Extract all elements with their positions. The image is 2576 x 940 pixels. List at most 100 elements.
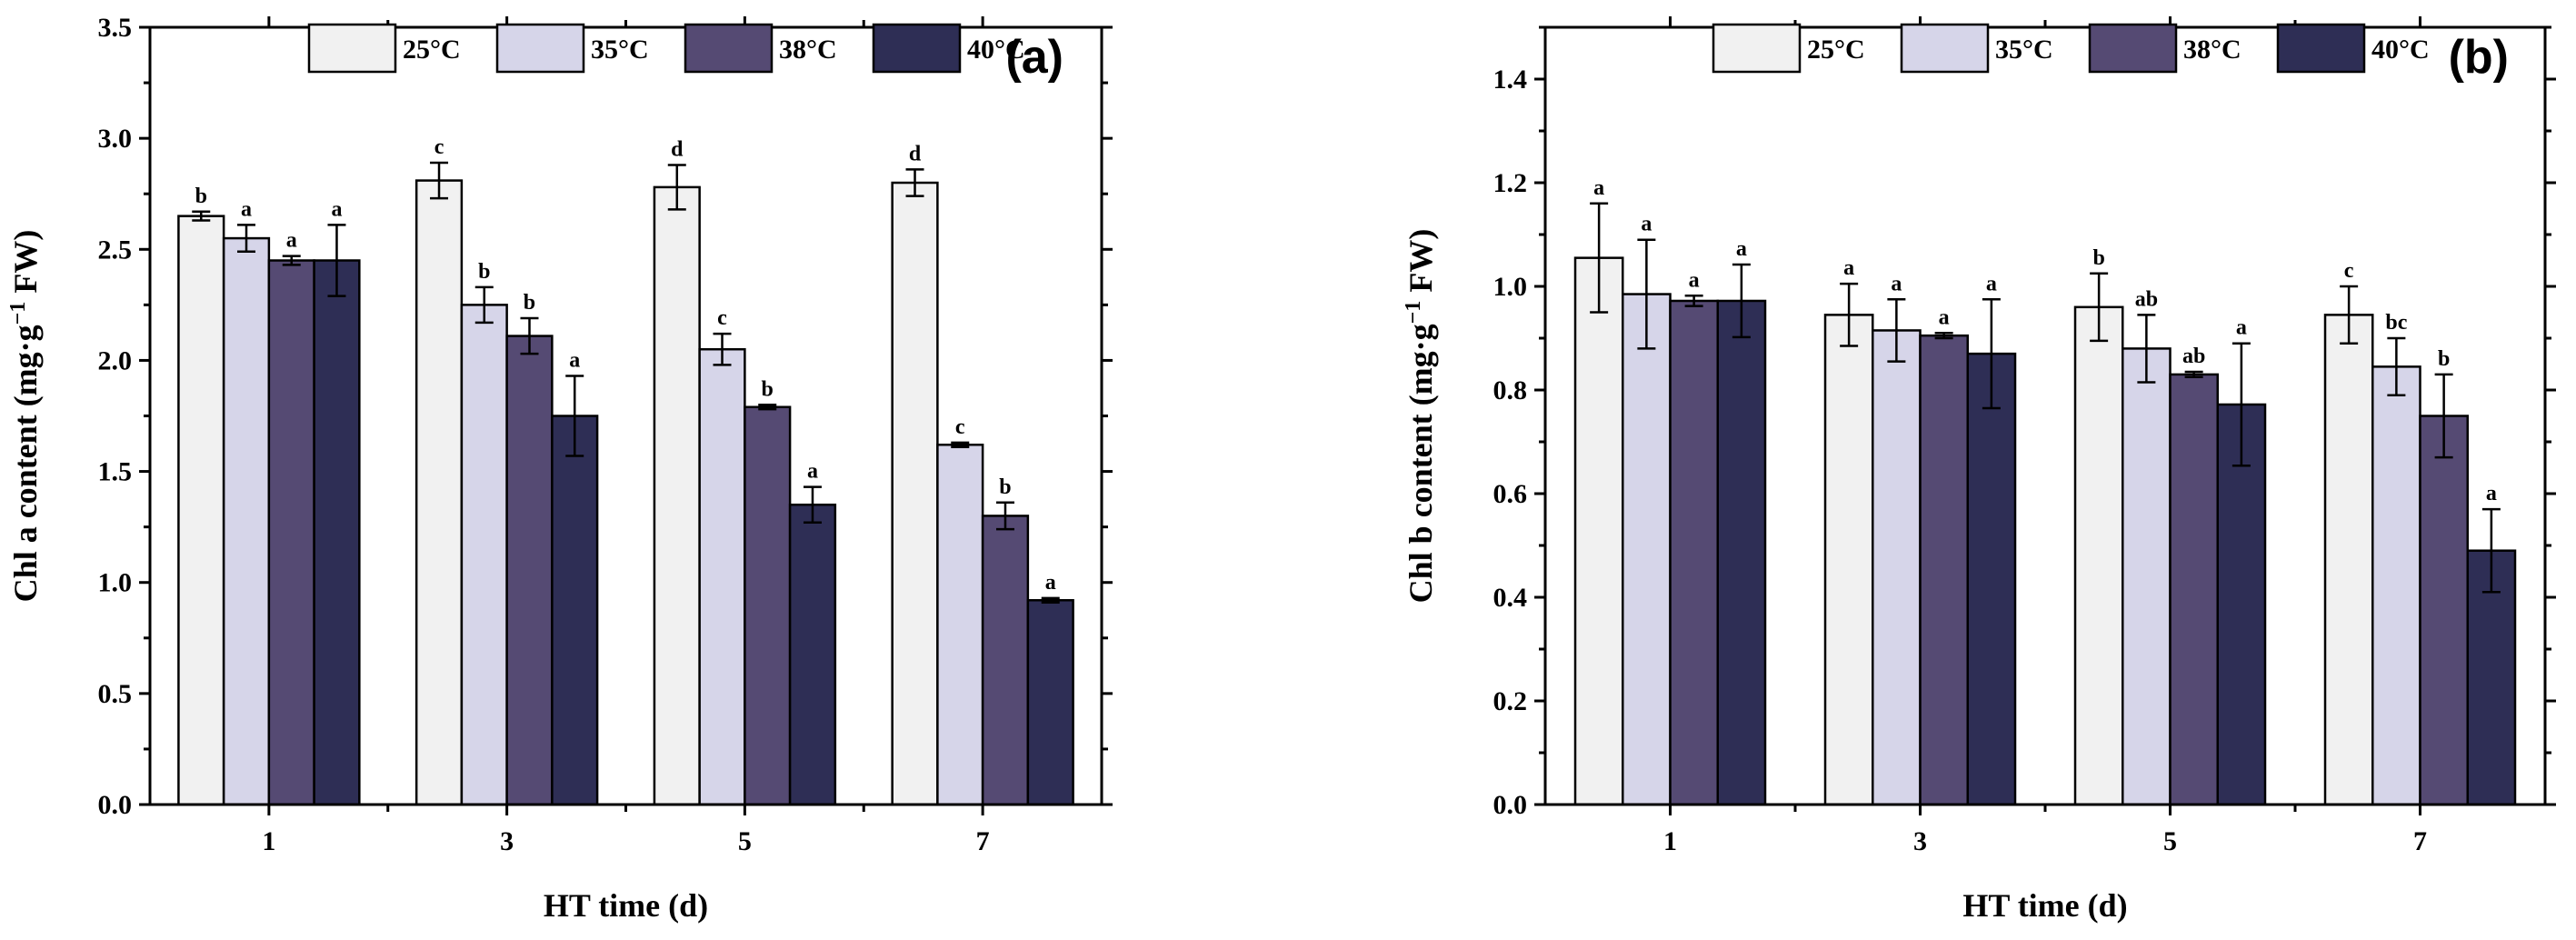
y-tick-label-1.0: 1.0	[1493, 272, 1528, 302]
bar-25°C-day7	[2323, 314, 2374, 806]
bar-40°C-day3	[551, 415, 599, 806]
bar-38°C-day3	[1919, 334, 1969, 806]
legend-swatch-38°C	[2088, 23, 2178, 74]
significance-letter-25°C-day1: a	[1593, 176, 1604, 200]
bar-38°C-day5	[744, 405, 792, 806]
bar-35°C-day7	[936, 444, 984, 806]
bar-40°C-day3	[1966, 352, 2017, 806]
significance-letter-40°C-day7: a	[1045, 571, 1056, 595]
error-bar-40°C-day5	[2232, 342, 2251, 467]
error-bar-38°C-day3	[1934, 332, 1953, 340]
error-bar-38°C-day5	[758, 404, 777, 411]
significance-letter-38°C-day1: a	[1689, 268, 1700, 292]
significance-letter-25°C-day5: d	[671, 137, 684, 161]
bar-38°C-day5	[2169, 373, 2219, 806]
error-bar-25°C-day5	[2090, 272, 2109, 343]
error-bar-35°C-day5	[2137, 314, 2156, 384]
significance-letter-25°C-day5: b	[2092, 246, 2104, 270]
significance-letter-38°C-day3: b	[524, 291, 535, 315]
significance-letter-35°C-day1: a	[1641, 213, 1652, 236]
error-bar-38°C-day5	[2184, 370, 2203, 378]
y-tick-label-1.2: 1.2	[1493, 168, 1528, 198]
error-bar-35°C-day5	[713, 332, 732, 366]
error-bar-38°C-day7	[995, 501, 1014, 531]
y-tick-label-1.0: 1.0	[98, 568, 133, 598]
error-bar-40°C-day7	[2481, 507, 2501, 594]
legend-swatch-25°C	[1712, 23, 1802, 74]
bar-25°C-day5	[2073, 305, 2124, 806]
significance-letter-38°C-day5: ab	[2182, 345, 2205, 368]
bar-38°C-day1	[267, 259, 315, 806]
significance-letter-35°C-day5: c	[717, 306, 727, 330]
significance-letter-35°C-day3: b	[478, 260, 490, 284]
x-tick-label-1: 1	[1663, 826, 1677, 856]
error-bar-40°C-day7	[1041, 596, 1060, 604]
bar-40°C-day7	[1026, 599, 1074, 806]
panel-label: (b)	[2449, 31, 2509, 84]
significance-letter-40°C-day3: a	[1986, 272, 1997, 295]
significance-letter-40°C-day1: a	[331, 197, 342, 221]
error-bar-40°C-day3	[1982, 298, 2001, 410]
error-bar-40°C-day5	[803, 485, 822, 525]
significance-letter-35°C-day5: ab	[2135, 287, 2158, 311]
x-tick-label-5: 5	[738, 826, 752, 856]
y-tick-label-1.5: 1.5	[98, 457, 133, 487]
error-bar-25°C-day7	[905, 168, 924, 197]
significance-letter-38°C-day3: a	[1939, 305, 1950, 329]
significance-letter-25°C-day7: d	[909, 142, 922, 165]
significance-letter-25°C-day7: c	[2344, 259, 2354, 283]
legend-label-40°C: 40°C	[2371, 35, 2430, 65]
significance-letter-40°C-day7: a	[2486, 482, 2497, 505]
y-tick-label-2.5: 2.5	[98, 235, 133, 265]
significance-letter-35°C-day1: a	[241, 197, 252, 221]
legend-swatch-38°C	[684, 23, 774, 74]
error-bar-35°C-day3	[474, 285, 494, 325]
legend-swatch-25°C	[307, 23, 397, 74]
y-tick-label-0.0: 0.0	[1493, 790, 1528, 820]
y-tick-label-0.8: 0.8	[1493, 375, 1528, 405]
y-axis-title: Chl a content (mg·g−1 FW)	[6, 230, 44, 603]
significance-letter-25°C-day3: a	[1843, 256, 1854, 280]
significance-letter-38°C-day5: b	[762, 377, 774, 401]
y-tick-label-0.5: 0.5	[98, 679, 133, 709]
error-bar-35°C-day7	[951, 441, 970, 448]
x-tick-label-1: 1	[262, 826, 275, 856]
x-axis-title: HT time (d)	[544, 887, 708, 924]
legend: 25°C 35°C 38°C 40°C	[1712, 23, 2430, 74]
bar-25°C-day3	[414, 179, 464, 806]
series-40°C: a a a a	[313, 197, 1074, 806]
series-40°C: a a a a	[1716, 237, 2517, 806]
y-tick-label-1.4: 1.4	[1493, 65, 1528, 95]
error-bar-25°C-day5	[667, 164, 686, 211]
legend-label-38°C: 38°C	[2183, 35, 2242, 65]
panel-label: (a)	[1005, 31, 1063, 84]
legend-swatch-40°C	[2276, 23, 2366, 74]
significance-letter-40°C-day3: a	[569, 349, 580, 373]
error-bar-35°C-day3	[1887, 298, 1906, 363]
significance-letter-38°C-day7: b	[999, 475, 1011, 499]
bar-35°C-day7	[2371, 365, 2421, 806]
error-bar-35°C-day1	[237, 224, 256, 253]
bar-25°C-day1	[177, 215, 225, 806]
legend-label-35°C: 35°C	[591, 35, 649, 65]
y-tick-label-0.6: 0.6	[1493, 479, 1528, 509]
significance-letter-38°C-day1: a	[286, 229, 297, 253]
x-tick-label-7: 7	[976, 826, 990, 856]
error-bar-38°C-day7	[2434, 373, 2453, 459]
bar-25°C-day5	[653, 185, 701, 806]
bar-40°C-day5	[788, 503, 837, 806]
bar-38°C-day7	[981, 515, 1030, 806]
error-bar-40°C-day1	[327, 224, 346, 297]
bar-35°C-day5	[2122, 347, 2172, 806]
error-bar-25°C-day3	[1840, 282, 1859, 347]
y-axis-title: Chl b content (mg·g−1 FW)	[1402, 229, 1439, 604]
y-tick-label-2.0: 2.0	[98, 345, 133, 375]
significance-letter-40°C-day5: a	[807, 460, 818, 484]
error-bar-25°C-day1	[192, 210, 211, 222]
bar-40°C-day1	[1716, 299, 1767, 806]
significance-letter-35°C-day7: c	[955, 415, 965, 439]
x-tick-label-3: 3	[500, 826, 514, 856]
bar-40°C-day1	[313, 259, 361, 806]
y-tick-label-3.0: 3.0	[98, 124, 133, 154]
